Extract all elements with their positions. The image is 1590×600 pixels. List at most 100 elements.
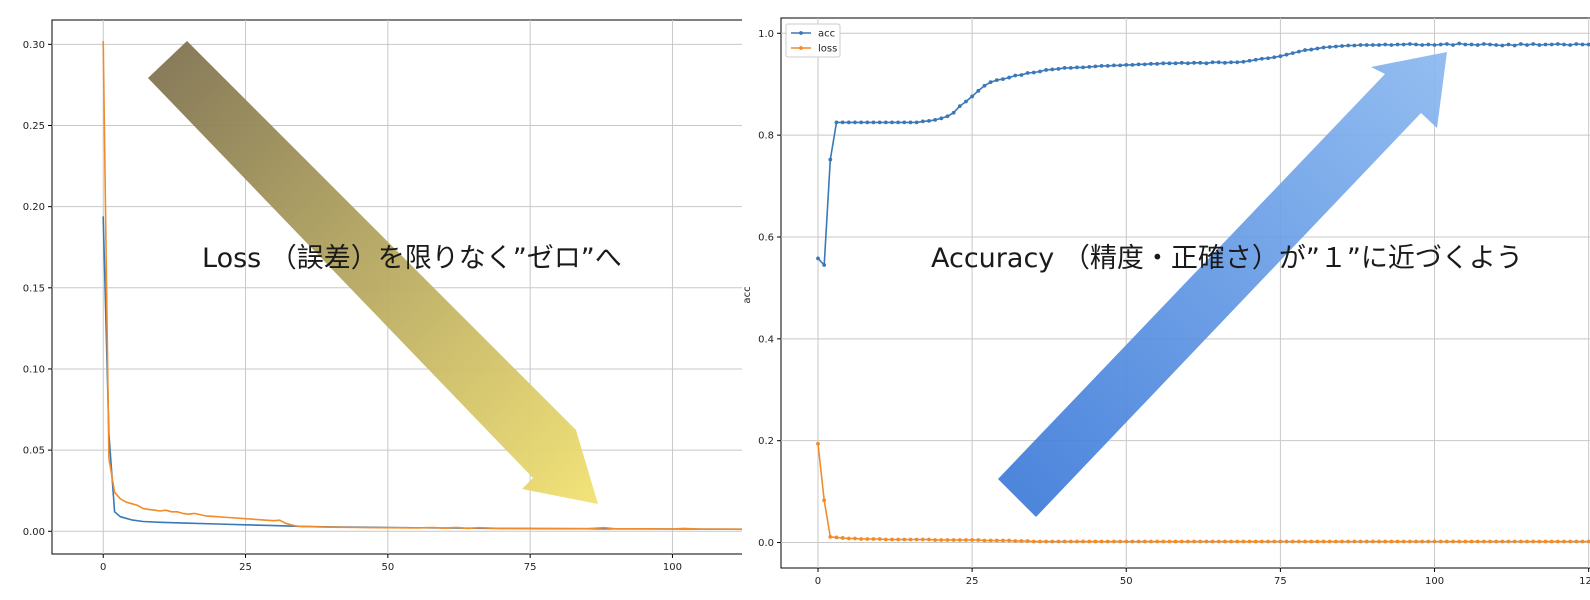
x-tick-label: 0	[100, 562, 106, 573]
data-point	[840, 536, 845, 540]
data-point	[927, 118, 931, 123]
data-point	[1395, 539, 1400, 544]
data-point	[1346, 539, 1351, 544]
data-point	[1531, 42, 1536, 46]
data-point	[1093, 539, 1098, 544]
data-point	[1586, 42, 1590, 47]
data-point	[1161, 539, 1166, 544]
data-point	[1056, 67, 1061, 71]
data-point	[1130, 62, 1135, 67]
data-point	[890, 537, 894, 542]
data-point	[1488, 42, 1492, 47]
data-point	[1315, 539, 1320, 544]
data-point	[1549, 539, 1554, 544]
data-point	[834, 535, 839, 540]
data-point	[1358, 43, 1363, 47]
data-point	[1204, 539, 1209, 544]
data-point	[908, 120, 913, 125]
y-tick-label: 0.0	[758, 538, 774, 549]
data-point	[1025, 539, 1030, 543]
data-point	[1050, 67, 1055, 72]
data-point	[1370, 539, 1375, 544]
data-point	[1432, 539, 1437, 544]
data-point	[1142, 539, 1147, 544]
data-point	[1266, 539, 1270, 544]
data-point	[822, 498, 827, 503]
data-point	[1481, 42, 1486, 46]
data-point	[1364, 43, 1369, 47]
data-point	[1555, 539, 1560, 544]
data-point	[816, 256, 820, 261]
data-point	[1149, 539, 1153, 544]
data-point	[1253, 539, 1258, 544]
data-point	[1463, 539, 1468, 544]
data-point	[1038, 69, 1042, 74]
data-point	[1038, 539, 1042, 544]
data-point	[1315, 46, 1320, 51]
data-point	[1031, 539, 1036, 544]
y-tick-label: 0.30	[23, 40, 45, 51]
data-point	[945, 114, 950, 119]
data-point	[945, 538, 950, 542]
data-point	[1321, 539, 1326, 544]
annotation-layer: Loss （誤差）を限りなく”ゼロ”へ Accuracy （精度・正確さ）が”１…	[148, 41, 1523, 517]
data-point	[846, 120, 851, 125]
data-point	[914, 120, 919, 125]
y-tick-label: 0.10	[23, 364, 45, 375]
data-point	[1414, 42, 1418, 47]
data-point	[1068, 66, 1073, 70]
legend-label: loss	[818, 44, 837, 55]
data-point	[1340, 44, 1344, 48]
data-point	[883, 537, 888, 542]
data-point	[1512, 43, 1517, 48]
y-tick-label: 0.05	[23, 446, 45, 457]
x-tick-label: 0	[815, 576, 821, 587]
data-point	[1216, 539, 1221, 544]
data-point	[1013, 73, 1018, 78]
data-point	[976, 538, 981, 542]
data-point	[1081, 65, 1086, 70]
data-point	[1229, 539, 1233, 544]
data-point	[1518, 539, 1523, 544]
data-point	[1537, 43, 1542, 47]
data-point	[1186, 61, 1190, 66]
x-tick-label: 75	[524, 562, 537, 573]
y-tick-label: 0.8	[758, 131, 774, 142]
data-point	[1309, 539, 1314, 544]
data-point	[1173, 539, 1178, 544]
data-point	[1568, 43, 1573, 47]
data-point	[1223, 539, 1227, 544]
data-point	[1580, 539, 1585, 544]
y-tick-label: 0.00	[23, 527, 45, 538]
data-point	[1260, 56, 1264, 61]
data-point	[988, 538, 993, 543]
data-point	[1377, 539, 1381, 544]
data-point	[976, 88, 981, 93]
data-point	[1068, 539, 1073, 544]
data-point	[1019, 539, 1024, 543]
data-point	[1025, 71, 1030, 75]
data-point	[1198, 539, 1203, 544]
data-point	[1327, 539, 1332, 544]
data-point	[865, 120, 870, 125]
data-point	[1451, 539, 1455, 544]
data-point	[1223, 60, 1227, 65]
data-point	[1309, 47, 1314, 52]
data-point	[1303, 539, 1307, 544]
data-point	[1438, 42, 1443, 47]
data-point	[877, 120, 882, 125]
data-point	[1407, 42, 1412, 46]
data-point	[1377, 43, 1381, 47]
data-point	[1056, 539, 1061, 544]
data-point	[1099, 539, 1104, 544]
loss-annotation-text: Loss （誤差）を限りなく”ゼロ”へ	[202, 243, 622, 274]
data-point	[1247, 58, 1252, 63]
data-point	[883, 120, 888, 125]
y-tick-label: 1.0	[758, 29, 774, 40]
data-point	[1340, 539, 1344, 544]
data-point	[1333, 44, 1338, 49]
data-point	[1253, 57, 1258, 62]
legend-marker	[799, 46, 803, 50]
data-point	[1303, 48, 1307, 52]
data-point	[1364, 539, 1369, 544]
